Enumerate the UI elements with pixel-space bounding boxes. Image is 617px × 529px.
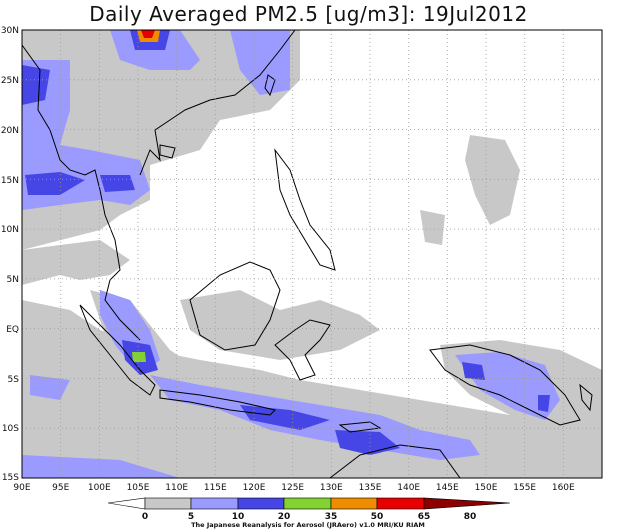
shade-5-10-nw (22, 240, 130, 285)
lon-label: 130E (320, 483, 343, 493)
shade-10-20-south (22, 455, 180, 478)
lat-label: 30N (1, 26, 19, 36)
lon-label: 120E (243, 483, 266, 493)
shade-65-80 (141, 30, 155, 38)
colorbar-segment (107, 497, 146, 510)
shade-5-10-small (420, 210, 445, 245)
coast-timor (338, 421, 382, 433)
colorbar-tick-label: 50 (371, 512, 384, 522)
lon-label: 140E (397, 483, 420, 493)
lat-label: 15N (1, 176, 19, 186)
coast-pacific-island (579, 383, 593, 412)
lon-label: 115E (204, 483, 227, 493)
colorbar-segment (237, 497, 285, 510)
colorbar-tick-label: 5 (188, 512, 194, 522)
lat-label: 5N (7, 275, 19, 285)
lon-label: 100E (88, 483, 111, 493)
lon-label: 110E (165, 483, 188, 493)
colorbar-tick-label: 35 (325, 512, 338, 522)
lat-label: 20N (1, 126, 19, 136)
shade-35-50 (132, 352, 146, 362)
colorbar-tick-label: 10 (232, 512, 245, 522)
coast-borneo (189, 261, 281, 351)
shade-20-35-mid (100, 175, 135, 192)
lon-label: 145E (436, 483, 459, 493)
colorbar-tick-label: 80 (464, 512, 477, 522)
shade-20-35-nw (22, 65, 50, 105)
lat-label: EQ (6, 325, 19, 335)
lat-label: 25N (1, 76, 19, 86)
coast-philippines (274, 148, 336, 271)
shade-20-35-java (240, 405, 330, 430)
lon-label: 95E (52, 483, 69, 493)
lon-label: 150E (475, 483, 498, 493)
coast-png (429, 344, 581, 426)
shade-5-10-south (22, 300, 602, 478)
data-credit: The Japanese Reanalysis for Aerosol (JRA… (191, 521, 425, 529)
map-frame (21, 29, 603, 479)
lon-label: 125E (281, 483, 304, 493)
pm25-shading (22, 30, 602, 478)
coast-taiwan (264, 74, 276, 97)
lat-label: 10S (2, 424, 19, 434)
lat-label: 5S (8, 375, 20, 385)
lon-label: 135E (359, 483, 382, 493)
coast-australia (329, 444, 461, 478)
shade-10-20-sw (30, 375, 70, 400)
shade-20-35-png2 (538, 395, 550, 412)
colorbar-segment (283, 497, 332, 510)
shade-20-35-w (25, 172, 85, 195)
longitude-labels: 90E 95E 100E 105E 110E 115E 120E 125E 13… (13, 483, 575, 493)
shade-10-20-ne (230, 30, 290, 95)
coast-mainland-asia (22, 30, 296, 341)
colorbar-segment (190, 497, 239, 510)
lat-label: 15S (2, 473, 19, 483)
colorbar-tick-label: 65 (418, 512, 431, 522)
lat-label: 10N (1, 225, 19, 235)
shade-5-10-central (180, 290, 380, 360)
map-title: Daily Averaged PM2.5 [ug/m3]: 19Jul2012 (89, 2, 528, 26)
shade-5-10-pacific (465, 135, 520, 225)
colorbar-segment (423, 497, 511, 510)
colorbar-segment (330, 497, 378, 510)
coast-sulawesi (274, 319, 331, 381)
lon-label: 155E (513, 483, 536, 493)
coast-java (159, 389, 276, 416)
colorbar-tick-label: 20 (278, 512, 291, 522)
lon-label: 105E (127, 483, 150, 493)
shade-20-35-png1 (462, 362, 485, 380)
colorbar (107, 497, 511, 510)
graticule (22, 30, 602, 478)
colorbar-segment (376, 497, 425, 510)
coast-sumatra (79, 304, 156, 396)
colorbar-tick-label: 0 (142, 512, 148, 522)
colorbar-segment (144, 497, 192, 510)
lon-label: 160E (552, 483, 575, 493)
coast-hainan (159, 144, 176, 159)
colorbar-ticks: 0 5 10 20 35 50 65 80 (142, 512, 476, 522)
latitude-labels: 30N 25N 20N 15N 10N 5N EQ 5S 10S 15S (1, 26, 19, 483)
lon-label: 90E (13, 483, 30, 493)
shade-10-20-westarm (22, 60, 150, 210)
coastlines (22, 30, 593, 478)
